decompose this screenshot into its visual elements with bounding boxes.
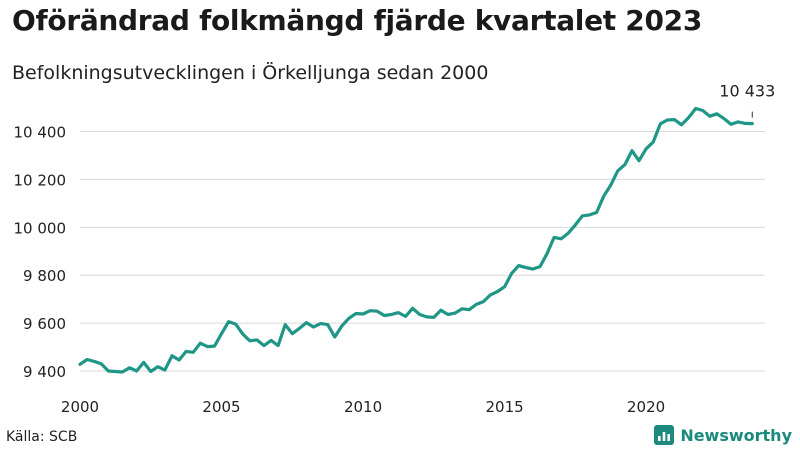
brand-name: Newsworthy — [680, 425, 792, 445]
y-tick-label: 10 200 — [14, 171, 67, 189]
gridlines — [80, 131, 765, 372]
x-tick-label: 2010 — [344, 398, 382, 416]
last-value-label: 10 433 — [719, 82, 775, 101]
brand-logo[interactable]: Newsworthy — [654, 425, 792, 445]
x-axis-tick-labels: 2000 2005 2010 2015 2020 — [61, 398, 665, 416]
bar-chart-logo-icon — [654, 425, 675, 445]
y-tick-label: 10 400 — [14, 124, 67, 142]
y-axis-tick-labels: 9 400 9 600 9 800 10 000 10 200 10 400 — [14, 124, 67, 381]
x-tick-label: 2015 — [485, 398, 523, 416]
x-tick-label: 2000 — [61, 398, 99, 416]
y-tick-label: 9 400 — [23, 363, 66, 381]
series-layer — [78, 106, 754, 374]
x-tick-label: 2005 — [202, 398, 240, 416]
x-tick-label: 2020 — [627, 398, 665, 416]
series-line-folkmängd — [78, 106, 754, 374]
y-tick-label: 9 800 — [23, 267, 66, 285]
y-tick-label: 10 000 — [14, 219, 67, 237]
annotations: 10 433 — [719, 82, 775, 118]
source-label: Källa: SCB — [6, 429, 78, 445]
chart-title: Oförändrad folkmängd fjärde kvartalet 20… — [12, 4, 703, 37]
chart-subtitle: Befolkningsutvecklingen i Örkelljunga se… — [12, 62, 489, 84]
y-tick-label: 9 600 — [23, 315, 66, 333]
